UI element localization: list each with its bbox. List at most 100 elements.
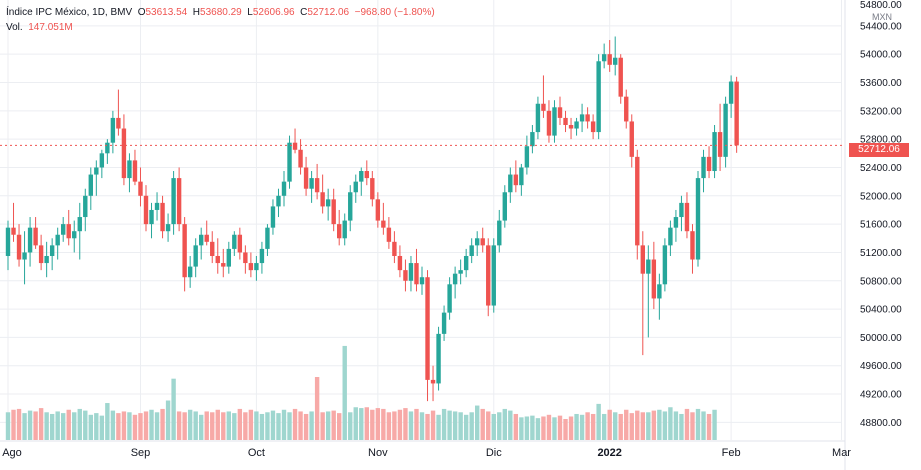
candle-body	[199, 234, 204, 246]
candle-body	[425, 277, 430, 380]
volume-bar	[463, 414, 469, 440]
candle-body	[519, 167, 524, 186]
candle-body	[486, 245, 491, 306]
candle-body	[314, 178, 320, 193]
volume-bar	[154, 412, 160, 440]
candle-body	[248, 263, 254, 271]
candle-body	[187, 266, 193, 278]
candle-body	[530, 132, 535, 147]
volume-bar	[530, 415, 535, 440]
y-tick-label: 51600.00	[860, 220, 902, 231]
candle-body	[441, 312, 447, 334]
x-tick-label: Nov	[368, 447, 388, 459]
volume-bar	[165, 400, 171, 440]
candle-body	[66, 224, 71, 239]
candle-body	[143, 195, 149, 225]
candle-body	[259, 248, 265, 264]
candle-body	[353, 181, 358, 193]
candle-body	[695, 178, 701, 260]
x-tick-label: Ago	[2, 447, 22, 459]
volume-bar	[116, 413, 121, 440]
legend-open-value: 53613.54	[145, 7, 188, 18]
legend-volume-value: 147.051M	[28, 22, 73, 33]
volume-bar	[221, 412, 226, 440]
candle-body	[535, 103, 541, 133]
volume-bar	[38, 408, 44, 440]
legend-volume-line: Vol. 147.051M	[6, 20, 435, 35]
candle-body	[403, 270, 408, 281]
x-tick-label: Sep	[131, 447, 151, 459]
candle-body	[348, 192, 353, 221]
volume-bar	[243, 412, 248, 440]
candle-body	[55, 234, 60, 246]
candle-body	[657, 284, 662, 299]
candle-body	[176, 178, 182, 225]
volume-bar	[160, 408, 165, 440]
candle-body	[646, 259, 651, 274]
volume-bar	[441, 408, 447, 440]
volume-bar	[513, 413, 519, 440]
candle-body	[613, 57, 618, 65]
volume-bar	[452, 411, 458, 440]
candle-body	[624, 96, 629, 122]
candle-body	[254, 263, 259, 271]
volume-bar	[303, 413, 309, 440]
candle-body	[585, 114, 590, 122]
candle-body	[579, 114, 585, 122]
legend-symbol: Índice IPC México, 1D, BMV	[6, 7, 133, 18]
volume-bar	[469, 412, 474, 440]
volume-bar	[171, 378, 176, 440]
volume-bar	[5, 412, 11, 440]
volume-bar	[546, 414, 552, 440]
legend-low-label: L	[247, 7, 253, 18]
volume-bar	[458, 412, 463, 440]
candle-body	[204, 234, 209, 242]
legend-high-label: H	[192, 7, 201, 18]
volume-bar	[690, 412, 695, 440]
volume-bar	[497, 412, 502, 440]
volume-bar	[27, 410, 33, 440]
volume-bar	[55, 411, 60, 440]
candle-body	[342, 220, 347, 239]
candle-body	[375, 199, 381, 221]
candle-body	[160, 202, 165, 232]
y-tick-label: 50400.00	[860, 305, 902, 316]
volume-bar	[535, 418, 541, 440]
volume-bar	[127, 412, 132, 440]
candle-body	[61, 224, 66, 235]
volume-bar	[215, 409, 220, 440]
candle-body	[524, 146, 530, 168]
candle-body	[557, 107, 563, 118]
volume-bar	[585, 412, 590, 440]
candle-body	[33, 227, 38, 246]
y-tick-label: 48800.00	[860, 418, 902, 429]
candle-body	[331, 199, 336, 225]
candle-body	[237, 234, 243, 253]
volume-bar	[541, 416, 546, 440]
volume-bar	[281, 409, 287, 440]
candle-body	[49, 245, 55, 256]
volume-bar	[519, 417, 524, 440]
candle-body	[590, 121, 596, 133]
candle-body	[673, 217, 679, 228]
volume-bar	[695, 408, 701, 440]
candle-body	[38, 245, 44, 264]
volume-bar	[524, 416, 530, 440]
volume-bar	[706, 413, 712, 440]
candle-body	[690, 231, 695, 260]
candle-body	[359, 171, 364, 182]
candle-body	[447, 284, 452, 313]
volume-bar	[408, 411, 414, 440]
volume-bar	[232, 413, 237, 440]
volume-bar	[574, 413, 579, 440]
volume-bar	[502, 408, 507, 440]
candle-body	[16, 234, 22, 260]
volume-bar	[557, 415, 563, 440]
candle-body	[83, 195, 88, 218]
candle-body	[243, 252, 248, 264]
volume-bar	[292, 408, 298, 440]
candle-body	[325, 199, 331, 207]
y-tick-label: 49600.00	[860, 361, 902, 372]
